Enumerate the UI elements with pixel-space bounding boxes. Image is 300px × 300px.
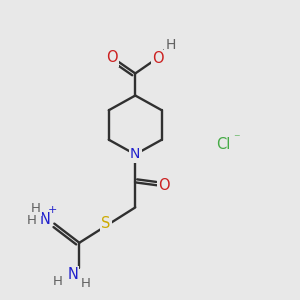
Text: O: O	[152, 51, 164, 66]
Text: O: O	[158, 178, 170, 193]
Text: ⁻: ⁻	[233, 132, 239, 145]
Text: H: H	[26, 214, 36, 227]
Text: H: H	[31, 202, 41, 215]
Text: S: S	[101, 216, 110, 231]
Text: Cl: Cl	[216, 136, 231, 152]
Text: N: N	[39, 212, 50, 227]
Text: H: H	[165, 38, 175, 52]
Text: H: H	[81, 278, 91, 290]
Text: H: H	[53, 275, 63, 288]
Text: N: N	[130, 147, 140, 161]
Text: N: N	[68, 267, 78, 282]
Text: +: +	[48, 206, 58, 215]
Text: O: O	[106, 50, 118, 65]
